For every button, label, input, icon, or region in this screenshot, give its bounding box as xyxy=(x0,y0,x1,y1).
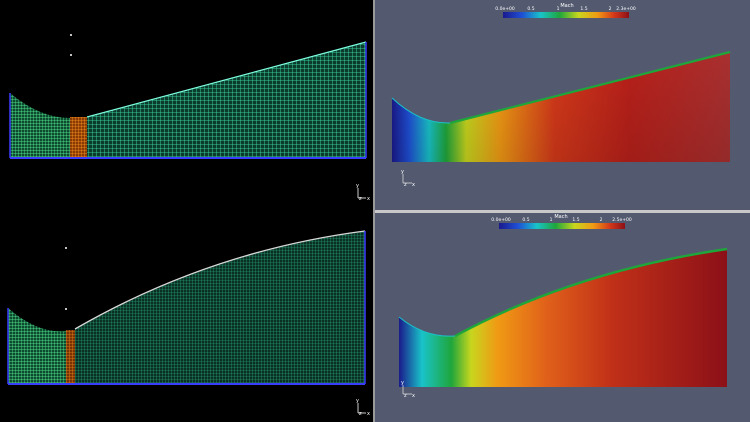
mesh-view-bottom[interactable]: y z x xyxy=(0,211,373,422)
axis-label-y: y xyxy=(401,380,404,386)
colorbar-title: Mach xyxy=(560,3,573,9)
mesh-inlet-block xyxy=(8,308,66,384)
mach-contour-field xyxy=(399,249,727,387)
horizontal-splitter[interactable] xyxy=(375,210,750,213)
vertical-splitter[interactable] xyxy=(373,0,375,422)
axis-label-y: y xyxy=(401,169,404,175)
colorbar-title: Mach xyxy=(554,214,567,220)
mach-view-bottom[interactable]: Mach 0.0e+00 0.5 1 1.5 2 2.5e+00 y z x xyxy=(375,213,750,422)
mesh-view-top[interactable]: y z x xyxy=(0,0,373,210)
mesh-divergent-block xyxy=(87,42,366,158)
colorbar-gradient xyxy=(499,223,625,229)
axis-label-x: x xyxy=(367,411,370,417)
colorbar-gradient xyxy=(503,12,629,18)
mesh-canvas-top[interactable]: y z x xyxy=(0,0,373,210)
axis-label-z: z xyxy=(404,182,407,188)
mesh-throat-block xyxy=(66,330,75,384)
mach-view-top[interactable]: Mach 0.0e+00 0.5 1 1.5 2 2.3e+00 y z x xyxy=(375,0,750,210)
axis-label-z: z xyxy=(359,411,362,417)
axis-label-y: y xyxy=(356,183,359,189)
colorbar-tick: 1 xyxy=(557,6,560,12)
axes-triad-icon xyxy=(357,188,366,199)
axis-label-z: z xyxy=(404,393,407,399)
colorbar-tick: 1 xyxy=(550,217,553,223)
colorbar-tick: 1.5 xyxy=(572,217,579,223)
colorbar-tick: 2 xyxy=(609,6,612,12)
mesh-divergent-block xyxy=(75,231,365,384)
axes-triad-icon xyxy=(357,403,366,414)
axis-label-z: z xyxy=(359,196,362,202)
axes-triad-icon xyxy=(402,174,412,184)
colorbar-tick: 0.5 xyxy=(522,217,529,223)
colorbar-tick: 2.3e+00 xyxy=(616,6,636,12)
mach-canvas-top[interactable]: Mach 0.0e+00 0.5 1 1.5 2 2.3e+00 y z x xyxy=(375,0,750,210)
mesh-throat-block xyxy=(70,117,87,158)
wall-shear-layer xyxy=(454,247,728,338)
axis-label-x: x xyxy=(412,393,415,399)
wall-shear-layer xyxy=(449,50,731,125)
colorbar-tick: 0.0e+00 xyxy=(491,217,511,223)
axis-label-x: x xyxy=(412,182,415,188)
axes-triad-icon xyxy=(402,385,412,395)
mesh-canvas-bottom[interactable]: y z x xyxy=(0,211,373,422)
mach-colorbar[interactable]: Mach 0.0e+00 0.5 1 1.5 2 2.5e+00 xyxy=(491,214,632,229)
colorbar-tick: 2 xyxy=(600,217,603,223)
colorbar-tick: 1.5 xyxy=(580,6,587,12)
colorbar-tick: 0.5 xyxy=(527,6,534,12)
mach-canvas-bottom[interactable]: Mach 0.0e+00 0.5 1 1.5 2 2.5e+00 y z x xyxy=(375,213,750,422)
axis-label-y: y xyxy=(356,398,359,404)
colorbar-tick: 0.0e+00 xyxy=(495,6,515,12)
mach-colorbar[interactable]: Mach 0.0e+00 0.5 1 1.5 2 2.3e+00 xyxy=(495,3,636,18)
axis-label-x: x xyxy=(367,196,370,202)
colorbar-tick: 2.5e+00 xyxy=(612,217,632,223)
mesh-inlet-block xyxy=(10,93,70,158)
